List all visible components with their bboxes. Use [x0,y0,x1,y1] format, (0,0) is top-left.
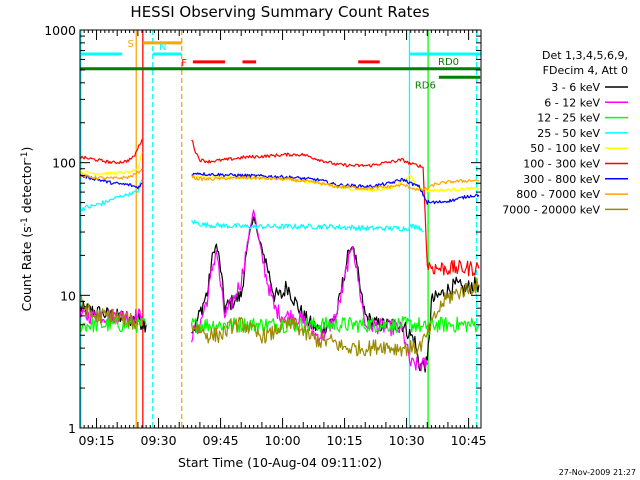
series-line-100-300keV-seg2 [191,139,480,277]
series-line-300-800keV-seg1 [79,174,143,190]
legend-label-7000-20000keV: 7000 - 20000 keV [502,203,600,216]
chart-title: HESSI Observing Summary Count Rates [130,3,429,21]
series-line-800-7000keV-seg2 [191,174,480,191]
plot-frame [79,29,482,429]
series-lines [79,139,480,373]
flag-label-rd6: RD6 [415,80,436,91]
legend-label-3-6keV: 3 - 6 keV [551,81,600,94]
y-tick-label: 100 [52,156,76,171]
x-tick-label: 10:15 [327,433,363,448]
flag-label-n: N [159,42,166,53]
x-tick-label: 09:30 [141,433,177,448]
legend-label-100-300keV: 100 - 300 keV [523,158,600,171]
legend-header-line-2: FDecim 4, Att 0 [543,64,628,77]
legend-header-line-1: Det 1,3,4,5,6,9, [542,49,628,62]
axes: 1 10 100 1000 09:15 09:30 09:45 10:00 10:15 10:30… [44,23,486,448]
flag-label-s: S [128,39,134,50]
legend-label-25-50keV: 25 - 50 keV [537,127,600,140]
y-axis-label-end: ) [19,147,34,152]
legend-label-12-25keV: 12 - 25 keV [537,112,600,125]
series-line-50-100keV-seg1 [79,152,143,176]
y-tick-label: 1 [68,421,76,436]
flag-label-f: F [181,58,187,69]
series-line-800-7000keV-seg1 [79,168,143,180]
flag-bars: S N F RD0 RD6 [80,39,481,91]
series-line-25-50keV-seg2 [191,219,424,233]
x-tick-label: 10:30 [389,433,425,448]
y-tick-label: 1000 [44,23,76,38]
y-tick-label: 10 [60,288,76,303]
series-line-50-100keV-seg2 [191,174,480,193]
x-axis-label: Start Time (10-Aug-04 09:11:02) [178,455,382,470]
legend-label-50-100keV: 50 - 100 keV [530,142,600,155]
y-axis-label-mid: detector [19,160,34,218]
series-line-7000-20000keV-seg1 [80,294,139,330]
y-axis-label: Count Rate (s-1 detector-1) [19,147,34,312]
x-tick-label: 10:45 [451,433,487,448]
series-line-25-50keV-seg1 [79,178,143,212]
legend-label-800-7000keV: 800 - 7000 keV [516,188,600,201]
series-line-300-800keV-seg2 [191,172,480,205]
series-line-6-12keV-seg2 [191,209,428,372]
y-axis-label-sup1: -1 [20,217,30,226]
y-axis-label-main: Count Rate (s [19,226,34,311]
y-axis-label-sup2: -1 [20,152,30,161]
series-line-7000-20000keV-seg2 [191,277,480,357]
x-tick-label: 09:15 [79,433,115,448]
legend: Det 1,3,4,5,6,9, FDecim 4, Att 0 3 - 6 k… [502,49,628,216]
series-line-3-6keV-seg2 [191,216,480,373]
x-tick-label: 10:00 [265,433,301,448]
x-tick-label: 09:45 [203,433,239,448]
series-line-100-300keV-seg1 [79,139,143,165]
legend-label-300-800keV: 300 - 800 keV [523,173,600,186]
legend-label-6-12keV: 6 - 12 keV [544,96,600,109]
flag-label-rd0: RD0 [438,57,459,68]
vertical-marker-lines [80,30,478,428]
timestamp: 27-Nov-2009 21:27 [559,468,636,477]
